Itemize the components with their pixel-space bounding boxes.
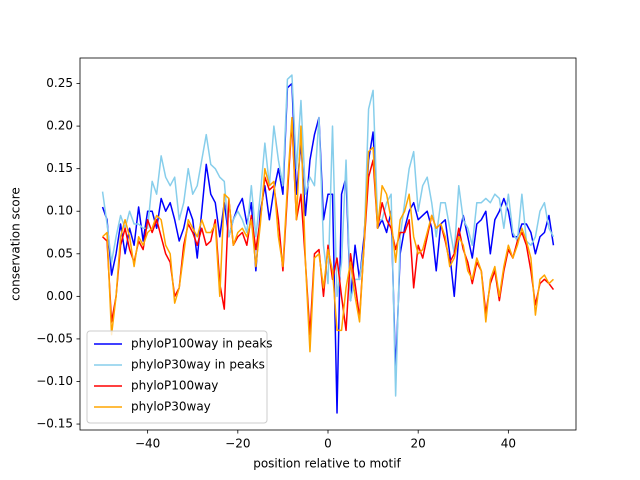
y-tick-label: 0.05: [46, 246, 73, 260]
line: [101, 82, 555, 414]
legend-label: phyloP30way: [131, 400, 211, 414]
y-tick-label: −0.05: [36, 331, 73, 345]
legend: phyloP100way in peaks phyloP30way in peak…: [86, 330, 273, 424]
legend-box: [86, 330, 268, 424]
x-axis-label: position relative to motif: [253, 457, 401, 471]
line: [101, 74, 555, 397]
x-tick-label: 0: [324, 437, 332, 451]
y-tick-label: −0.15: [36, 417, 73, 431]
y-tick-label: 0.20: [46, 119, 73, 133]
x-tick-label: 20: [411, 437, 426, 451]
y-tick-label: 0.10: [46, 204, 73, 218]
line: [102, 121, 555, 336]
y-tick-label: −0.10: [36, 374, 73, 388]
line: [102, 116, 554, 353]
y-tick-label: 0.00: [46, 289, 73, 303]
y-tick-label: 0.25: [46, 76, 73, 90]
x-tick-label: −20: [225, 437, 250, 451]
y-tick-label: 0.15: [46, 161, 73, 175]
y-axis-label: conservation score: [9, 187, 23, 301]
legend-label: phyloP100way in peaks: [131, 337, 273, 351]
x-tick-label: 40: [501, 437, 516, 451]
legend-label: phyloP30way in peaks: [131, 358, 265, 372]
legend-label: phyloP100way: [131, 379, 218, 393]
x-tick-label: −40: [135, 437, 160, 451]
